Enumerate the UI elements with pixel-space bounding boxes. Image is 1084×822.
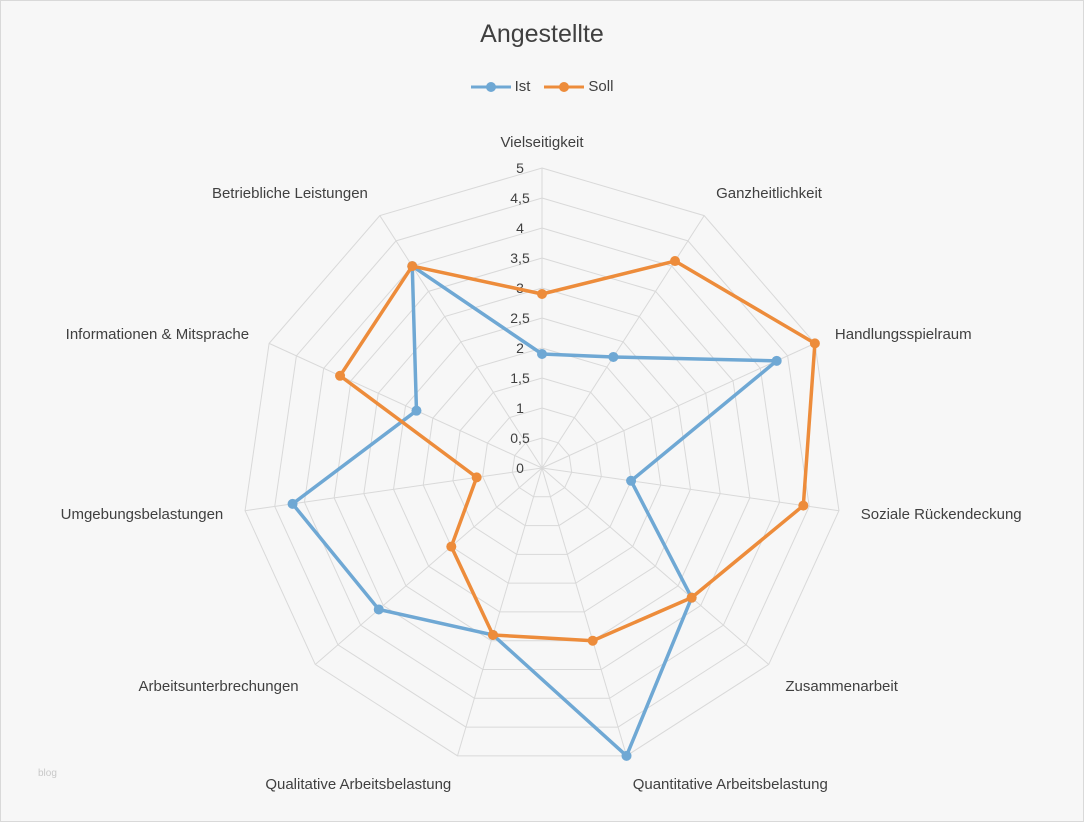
chart-title: Angestellte <box>480 20 604 48</box>
grid-spoke-4 <box>541 467 770 665</box>
tick-label: 1,5 <box>510 370 530 386</box>
grid-ring-6 <box>363 287 721 642</box>
data-point-ist <box>771 355 782 366</box>
grid-ring-9 <box>274 197 810 728</box>
grid-spoke-5 <box>541 467 627 756</box>
axis-label: Vielseitigkeit <box>500 134 584 151</box>
series-line-ist <box>290 264 779 758</box>
axis-label: Qualitative Arbeitsbelastung <box>265 776 451 793</box>
data-point-soll <box>798 500 809 511</box>
axis-label: Betriebliche Leistungen <box>212 185 368 202</box>
tick-label: 5 <box>516 160 524 176</box>
data-point-soll <box>335 370 346 381</box>
data-point-soll <box>487 629 498 640</box>
legend-swatch-ist <box>470 81 511 92</box>
tick-label: 3,5 <box>510 250 530 266</box>
tick-label: 4,5 <box>510 190 530 206</box>
grid-ring-7 <box>333 257 751 670</box>
watermark: blog <box>38 768 57 779</box>
legend-swatch-soll <box>544 81 585 92</box>
data-point-soll <box>471 472 482 483</box>
series-line-soll <box>338 259 817 643</box>
data-point-soll <box>446 541 457 552</box>
data-point-ist <box>621 750 632 761</box>
grid-ring-4 <box>422 347 662 584</box>
legend-label-soll: Soll <box>588 78 614 95</box>
data-point-ist <box>287 498 298 509</box>
tick-label: 0,5 <box>510 430 530 446</box>
grid-spoke-9 <box>268 342 543 469</box>
grid-ring-3 <box>452 377 632 555</box>
grid-spoke-7 <box>314 467 543 665</box>
axis-label: Umgebungsbelastungen <box>61 506 224 523</box>
axis-label: Zusammenarbeit <box>785 678 898 695</box>
axis-label: Soziale Rückendeckung <box>861 506 1022 523</box>
grid-spoke-3 <box>541 467 840 512</box>
data-point-ist <box>373 604 384 615</box>
data-point-soll <box>686 592 697 603</box>
grid-ring-2 <box>482 407 602 527</box>
tick-label: 1 <box>516 400 524 416</box>
tick-label: 0 <box>516 460 524 476</box>
grid-spoke-6 <box>457 467 543 756</box>
grid-ring-10 <box>244 167 840 757</box>
grid-ring-8 <box>303 227 781 699</box>
axis-label: Informationen & Mitsprache <box>66 326 249 343</box>
axis-label: Arbeitsunterbrechungen <box>139 678 299 695</box>
legend: Ist Soll <box>0 78 1084 95</box>
axis-label: Ganzheitlichkeit <box>716 185 823 202</box>
tick-label: 4 <box>516 220 524 236</box>
tick-label: 2,5 <box>510 310 530 326</box>
legend-label-ist: Ist <box>514 78 531 95</box>
legend-item-soll: Soll <box>544 78 613 95</box>
data-point-ist <box>411 405 422 416</box>
data-point-ist <box>608 351 619 362</box>
grid-ring-1 <box>511 437 573 498</box>
axis-label: Quantitative Arbeitsbelastung <box>633 776 828 793</box>
grid-spoke-10 <box>379 215 543 469</box>
data-point-ist <box>626 475 637 486</box>
grid-spoke-2 <box>541 342 816 469</box>
data-point-soll <box>669 256 680 267</box>
data-point-soll <box>537 289 547 299</box>
tick-label: 2 <box>516 340 524 356</box>
legend-item-ist: Ist <box>470 78 531 95</box>
data-point-ist <box>537 349 547 359</box>
data-point-soll <box>407 261 418 272</box>
data-point-soll <box>587 635 598 646</box>
data-point-soll <box>809 338 820 349</box>
axis-label: Handlungsspielraum <box>835 326 972 343</box>
